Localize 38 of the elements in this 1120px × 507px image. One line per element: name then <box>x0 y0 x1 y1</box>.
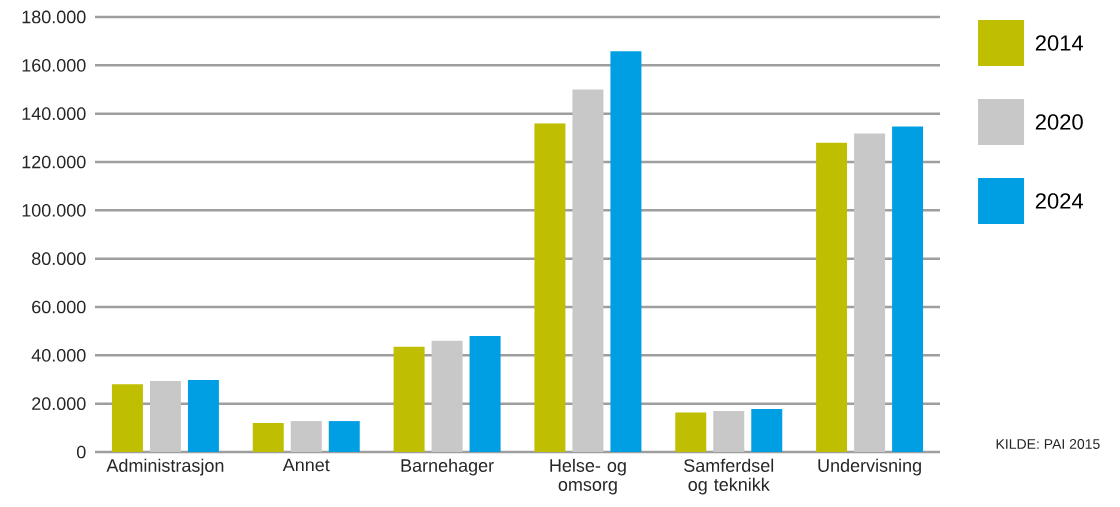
x-tick-label: Barnehager <box>401 458 494 476</box>
y-tick-label: 40.000 <box>31 348 86 362</box>
x-tick-label: Helse- og omsorg <box>550 458 626 495</box>
y-tick-label: 180.000 <box>22 10 86 24</box>
y-tick-label: 0 <box>76 445 86 459</box>
bar <box>713 410 745 452</box>
bar <box>187 379 219 452</box>
bar <box>149 380 181 452</box>
bar <box>111 384 143 452</box>
x-tick-label: Administrasjon <box>106 458 224 476</box>
bar <box>534 123 566 452</box>
bar <box>431 340 463 452</box>
y-tick-label: 140.000 <box>22 107 86 121</box>
legend-label: 2014 <box>1035 35 1084 51</box>
legend-label: 2020 <box>1035 114 1083 130</box>
y-tick-label: 60.000 <box>32 300 86 314</box>
y-tick-label: 20.000 <box>32 397 86 411</box>
legend-label: 2024 <box>1035 193 1084 209</box>
y-tick-label: 120.000 <box>22 155 86 169</box>
bar <box>393 346 425 452</box>
x-tick-label: Undervisning <box>818 458 921 476</box>
x-tick-label: Samferdsel og teknikk <box>684 458 774 495</box>
x-tick-label: Annet <box>282 458 330 472</box>
y-tick-label: 100.000 <box>22 203 86 217</box>
bar <box>572 89 604 452</box>
bar <box>252 423 284 452</box>
bar <box>610 51 642 452</box>
text: KILDE: PAI 2015 <box>996 439 1100 449</box>
bar <box>816 142 848 452</box>
bar <box>328 421 360 452</box>
bar <box>675 412 707 452</box>
bar <box>290 421 322 452</box>
y-tick-label: 160.000 <box>22 58 86 72</box>
bar <box>892 126 924 452</box>
bar <box>469 336 501 452</box>
bar <box>751 408 783 452</box>
y-tick-label: 80.000 <box>32 252 86 266</box>
bar <box>854 133 886 452</box>
